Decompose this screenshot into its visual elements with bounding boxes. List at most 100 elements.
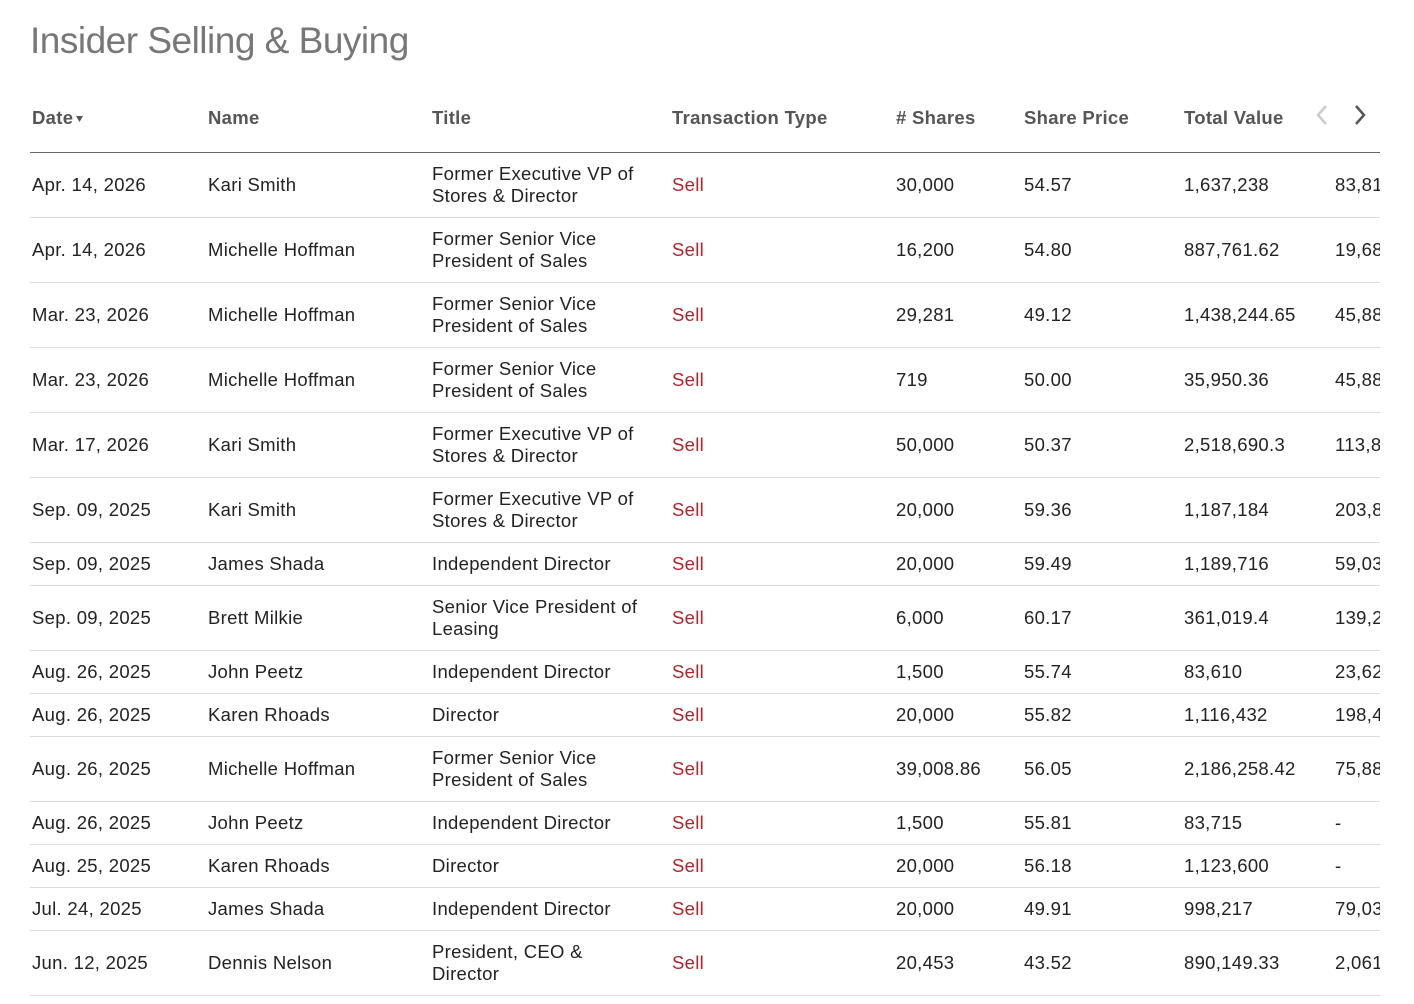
total-value: 1,187,184 <box>1182 477 1333 543</box>
insider-title: Former Executive VP of Stores & Director <box>430 412 670 478</box>
column-header-label: Title <box>432 107 472 128</box>
insider-title: Former Executive VP of Stores & Director <box>430 152 670 218</box>
date: Apr. 14, 2026 <box>30 217 206 283</box>
insider-name: Dennis Nelson <box>206 930 430 996</box>
column-header[interactable]: Share Price <box>1022 92 1182 153</box>
insider-name: Kari Smith <box>206 412 430 478</box>
insider-title: Former Senior Vice President of Sales <box>430 347 670 413</box>
total-value: 35,950.36 <box>1182 347 1333 413</box>
transaction-type: Sell <box>670 801 894 845</box>
shares: 20,000 <box>894 844 1022 888</box>
prev-button[interactable] <box>1316 105 1327 125</box>
shares: 20,000 <box>894 887 1022 931</box>
insider-title: Independent Director <box>430 542 670 586</box>
table-container: Date Name Title Transaction Type # Shares Sha… <box>30 92 1380 996</box>
column-header[interactable]: Date <box>30 92 206 153</box>
shares: 20,000 <box>894 542 1022 586</box>
transaction-type: Sell <box>670 930 894 996</box>
table-row: Apr. 14, 2026 Michelle Hoffman Former Seni… <box>30 217 1380 283</box>
column-header[interactable]: Name <box>206 92 430 153</box>
insider-name: Michelle Hoffman <box>206 217 430 283</box>
insider-name: Michelle Hoffman <box>206 347 430 413</box>
total-value: 887,761.62 <box>1182 217 1333 283</box>
table-row: Jun. 12, 2025 Dennis Nelson President, CEO… <box>30 930 1380 996</box>
table-row: Jul. 24, 2025 James Shada Independent Dire… <box>30 887 1380 931</box>
total-value: 83,715 <box>1182 801 1333 845</box>
share-price: 55.74 <box>1022 650 1182 694</box>
total-value: 361,019.4 <box>1182 585 1333 651</box>
overflow-value: 79,03 <box>1333 887 1380 931</box>
shares: 1,500 <box>894 801 1022 845</box>
date: Sep. 09, 2025 <box>30 542 206 586</box>
overflow-value: 198,4 <box>1333 693 1380 737</box>
shares: 719 <box>894 347 1022 413</box>
table-row: Sep. 09, 2025 Kari Smith Former Executive … <box>30 477 1380 543</box>
next-button[interactable] <box>1355 105 1366 125</box>
shares: 1,500 <box>894 650 1022 694</box>
overflow-value: 45,88 <box>1333 282 1380 348</box>
date: Aug. 26, 2025 <box>30 693 206 737</box>
column-header[interactable]: # Shares <box>894 92 1022 153</box>
column-header[interactable]: Total Value <box>1182 92 1333 153</box>
date: Jul. 24, 2025 <box>30 887 206 931</box>
shares: 39,008.86 <box>894 736 1022 802</box>
share-price: 54.80 <box>1022 217 1182 283</box>
share-price: 59.36 <box>1022 477 1182 543</box>
transaction-type: Sell <box>670 477 894 543</box>
insider-name: Kari Smith <box>206 152 430 218</box>
table-row: Sep. 09, 2025 Brett Milkie Senior Vice Pre… <box>30 585 1380 651</box>
overflow-value: 2,061 <box>1333 930 1380 996</box>
insider-name: Brett Milkie <box>206 585 430 651</box>
shares: 20,000 <box>894 693 1022 737</box>
column-header-label: Total Value <box>1184 107 1284 128</box>
shares: 20,453 <box>894 930 1022 996</box>
date: Mar. 17, 2026 <box>30 412 206 478</box>
insider-title: Independent Director <box>430 650 670 694</box>
sort-indicator <box>76 116 84 122</box>
total-value: 1,116,432 <box>1182 693 1333 737</box>
insider-name: Kari Smith <box>206 477 430 543</box>
date: Aug. 26, 2025 <box>30 801 206 845</box>
date: Aug. 26, 2025 <box>30 736 206 802</box>
insider-name: James Shada <box>206 542 430 586</box>
share-price: 55.82 <box>1022 693 1182 737</box>
transaction-type: Sell <box>670 412 894 478</box>
share-price: 49.91 <box>1022 887 1182 931</box>
overflow-value: 113,8 <box>1333 412 1380 478</box>
transaction-type: Sell <box>670 282 894 348</box>
share-price: 55.81 <box>1022 801 1182 845</box>
overflow-value: - <box>1333 844 1380 888</box>
overflow-value: 45,88 <box>1333 347 1380 413</box>
table-row: Aug. 26, 2025 Michelle Hoffman Former Seni… <box>30 736 1380 802</box>
column-header-label: Share Price <box>1024 107 1130 128</box>
insider-title: Senior Vice President of Leasing <box>430 585 670 651</box>
column-header[interactable]: Transaction Type <box>670 92 894 153</box>
transaction-type: Sell <box>670 542 894 586</box>
column-header-label: Date <box>32 107 74 128</box>
overflow-value: 19,68 <box>1333 217 1380 283</box>
share-price: 60.17 <box>1022 585 1182 651</box>
table-row: Mar. 23, 2026 Michelle Hoffman Former Seni… <box>30 282 1380 348</box>
date: Mar. 23, 2026 <box>30 282 206 348</box>
total-value: 1,637,238 <box>1182 152 1333 218</box>
column-header-label: # Shares <box>896 107 976 128</box>
share-price: 54.57 <box>1022 152 1182 218</box>
overflow-value: 75,88 <box>1333 736 1380 802</box>
date: Jun. 12, 2025 <box>30 930 206 996</box>
shares: 16,200 <box>894 217 1022 283</box>
date: Sep. 09, 2025 <box>30 585 206 651</box>
shares: 6,000 <box>894 585 1022 651</box>
column-header-label: Transaction Type <box>672 107 828 128</box>
insider-name: Michelle Hoffman <box>206 282 430 348</box>
date: Sep. 09, 2025 <box>30 477 206 543</box>
column-header[interactable]: Title <box>430 92 670 153</box>
shares: 50,000 <box>894 412 1022 478</box>
total-value: 998,217 <box>1182 887 1333 931</box>
transaction-type: Sell <box>670 887 894 931</box>
overflow-value: - <box>1333 801 1380 845</box>
insider-name: John Peetz <box>206 650 430 694</box>
transaction-type: Sell <box>670 693 894 737</box>
share-price: 50.37 <box>1022 412 1182 478</box>
total-value: 1,123,600 <box>1182 844 1333 888</box>
